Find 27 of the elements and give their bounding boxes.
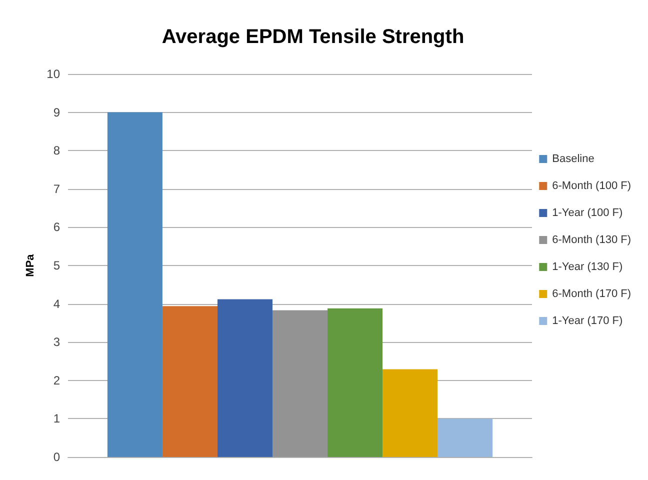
legend-label: 6-Month (130 F)	[552, 234, 632, 246]
y-tick-label: 4	[53, 296, 60, 311]
y-tick-label: 7	[53, 182, 60, 196]
bar	[328, 308, 383, 457]
bar	[107, 112, 162, 457]
y-tick-label: 6	[53, 220, 60, 234]
chart-title: Average EPDM Tensile Strength	[162, 26, 464, 48]
legend-label: 6-Month (170 F)	[552, 288, 632, 300]
y-tick-label: 3	[53, 335, 60, 350]
y-tick-label: 5	[53, 258, 60, 272]
legend-label: 1-Year (130 F)	[552, 261, 623, 273]
y-tick-label: 8	[53, 144, 60, 158]
bar	[217, 299, 272, 457]
legend-label: 1-Year (100 F)	[552, 207, 623, 219]
bar	[382, 369, 438, 457]
y-tick-label: 10	[46, 67, 60, 81]
y-axis-title: MPa	[24, 253, 36, 277]
bar	[272, 310, 328, 457]
y-tick-label: 2	[53, 373, 60, 388]
legend-label: 1-Year (170 F)	[552, 315, 623, 327]
y-tick-label: 1	[53, 412, 60, 426]
bar	[438, 418, 493, 457]
legend-label: Baseline	[552, 153, 594, 165]
bar	[162, 306, 218, 457]
legend-label: 6-Month (100 F)	[552, 180, 632, 192]
y-tick-label: 9	[53, 105, 60, 120]
y-tick-label: 0	[53, 450, 60, 464]
